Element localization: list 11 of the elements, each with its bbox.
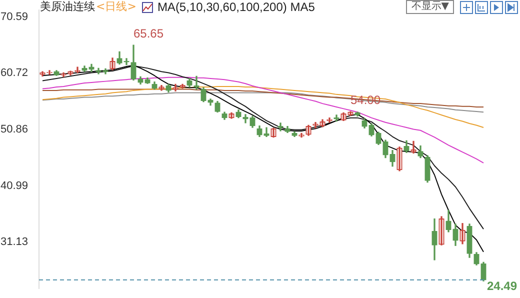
annotation: MA(5,10,30,60,100,200) MA5 xyxy=(157,0,315,14)
y-tick-label: 50.86 xyxy=(0,123,28,136)
chart-subtitle: <日线> xyxy=(96,0,136,14)
y-tick-label: 40.99 xyxy=(0,180,28,192)
ref-line-label: 24.49 xyxy=(487,279,518,294)
y-tick-label: 31.13 xyxy=(0,236,28,248)
y-tick-label: 70.59 xyxy=(0,10,28,23)
annotation: 65.65 xyxy=(134,26,164,40)
y-tick-label: 60.72 xyxy=(0,67,28,80)
chart-title: 美原油连续 xyxy=(40,0,95,14)
annotation: 不显示▼ xyxy=(406,0,454,14)
